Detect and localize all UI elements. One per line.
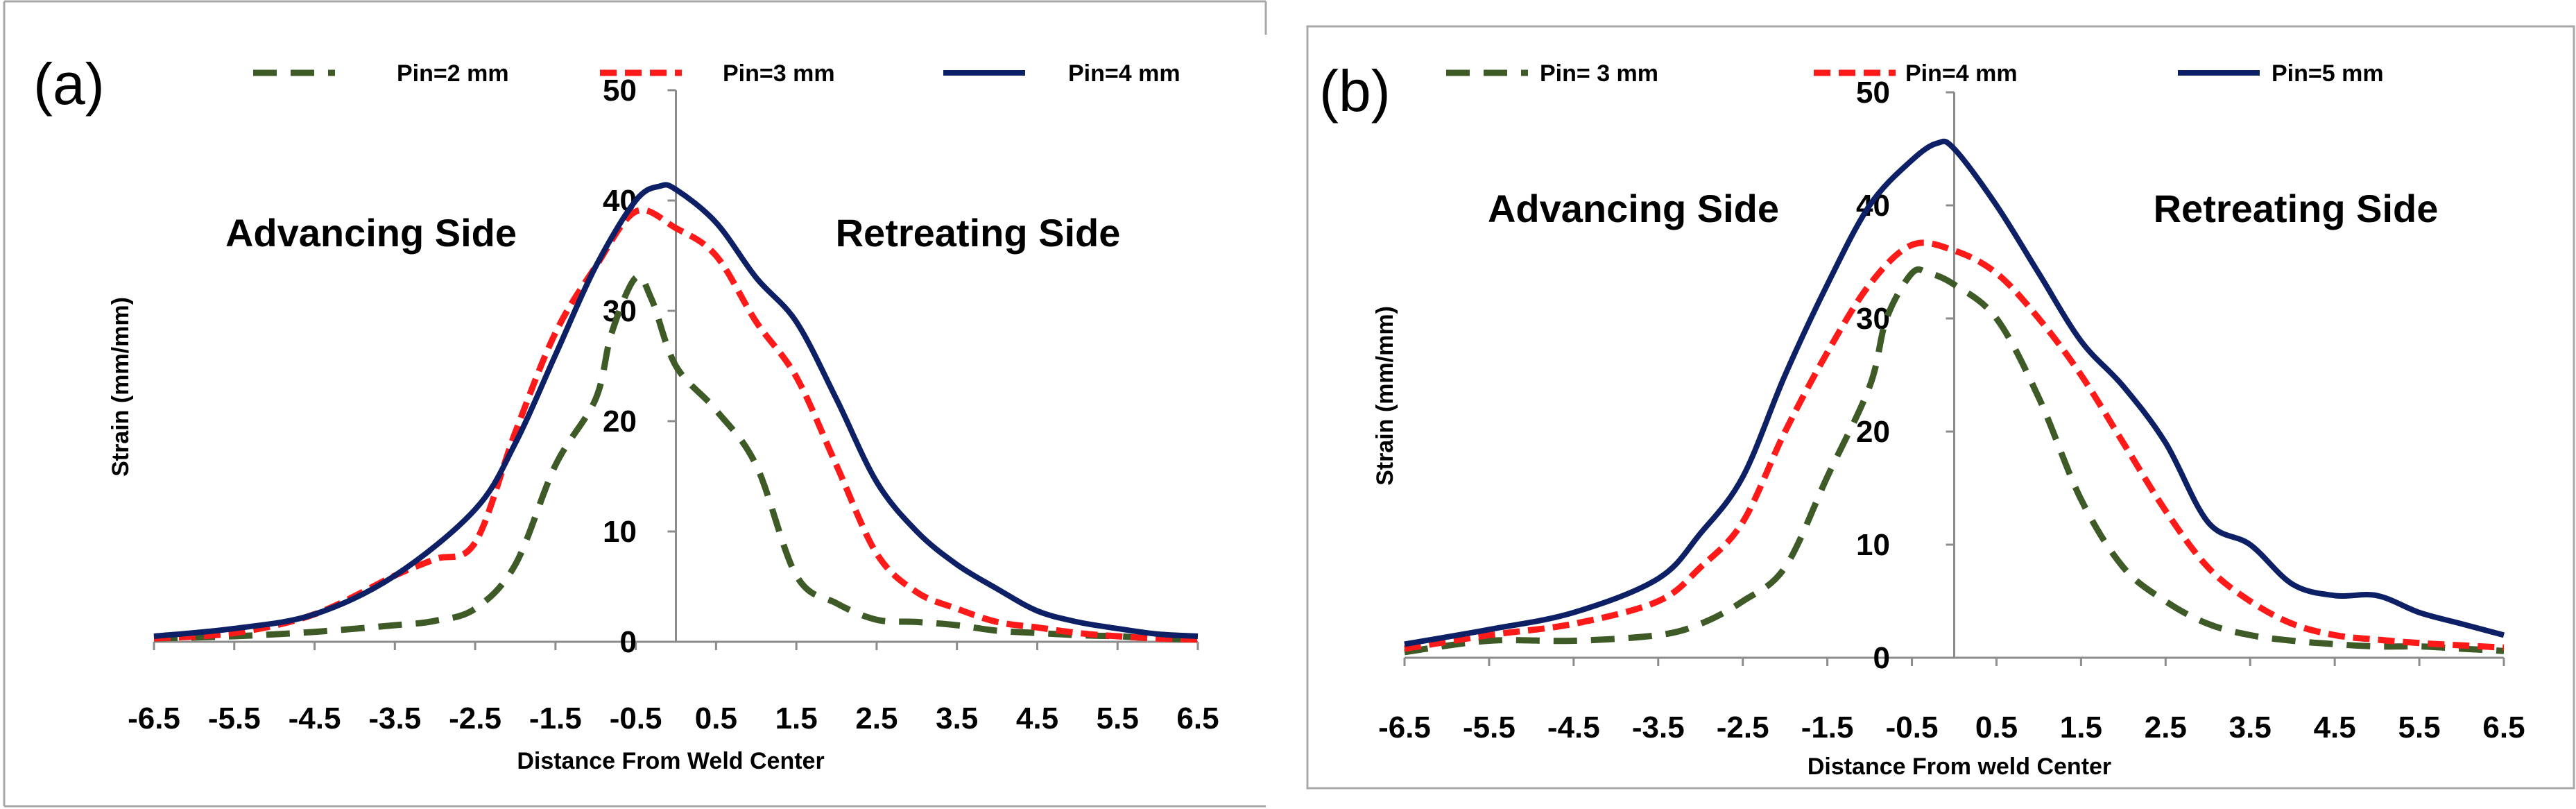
panel-label-a: (a) xyxy=(33,51,105,117)
x-tick-label: -0.5 xyxy=(1886,710,1939,744)
x-tick-label: 5.5 xyxy=(2398,710,2440,744)
advancing-side-label-a: Advancing Side xyxy=(225,211,517,255)
x-tick-label: 2.5 xyxy=(855,701,898,735)
x-tick-label: 4.5 xyxy=(2314,710,2356,744)
retreating-side-label-a: Retreating Side xyxy=(836,211,1121,255)
series-line-a-2 xyxy=(153,207,1199,643)
x-tick-label: 0.5 xyxy=(695,701,737,735)
x-tick-label: -1.5 xyxy=(1801,710,1854,744)
y-tick-label: 50 xyxy=(1856,76,1890,110)
series-line-a-3 xyxy=(153,182,1199,639)
x-tick-label: -6.5 xyxy=(1378,710,1431,744)
y-axis-title-b: Strain (mm/mm) xyxy=(1372,306,1398,486)
legend-label-b-1: Pin= 3 mm xyxy=(1540,60,1658,87)
panel-a-frame xyxy=(3,0,1267,808)
y-tick-label: 10 xyxy=(1856,528,1890,562)
legend-label-a-3: Pin=4 mm xyxy=(1068,60,1180,87)
legend-label-a-1: Pin=2 mm xyxy=(397,60,509,87)
x-tick-label: -3.5 xyxy=(1632,710,1685,744)
x-tick-label: -4.5 xyxy=(289,701,341,735)
y-axis-title-a: Strain (mm/mm) xyxy=(108,297,134,477)
x-tick-label: -2.5 xyxy=(449,701,501,735)
x-tick-label: 2.5 xyxy=(2145,710,2187,744)
y-tick-label: 0 xyxy=(1873,641,1890,675)
legend-label-a-2: Pin=3 mm xyxy=(723,60,835,87)
x-axis-title-b: Distance From weld Center xyxy=(1808,753,2111,780)
x-tick-label: 1.5 xyxy=(2060,710,2102,744)
legend-label-b-2: Pin=4 mm xyxy=(1905,60,2018,87)
x-tick-label: -0.5 xyxy=(610,701,662,735)
x-tick-label: -3.5 xyxy=(368,701,421,735)
retreating-side-label-b: Retreating Side xyxy=(2154,187,2439,230)
x-tick-label: 3.5 xyxy=(2229,710,2272,744)
x-tick-label: -5.5 xyxy=(1463,710,1515,744)
x-tick-label: 3.5 xyxy=(936,701,978,735)
legend-label-b-3: Pin=5 mm xyxy=(2272,60,2384,87)
y-tick-label: 0 xyxy=(620,625,637,659)
y-tick-label: 10 xyxy=(603,515,637,549)
panel-label-b: (b) xyxy=(1319,58,1391,124)
x-tick-label: 6.5 xyxy=(2482,710,2525,744)
series-line-b-3 xyxy=(1404,138,2505,647)
x-tick-label: -2.5 xyxy=(1717,710,1769,744)
x-axis-title-a: Distance From Weld Center xyxy=(517,748,824,774)
series-line-b-2 xyxy=(1404,239,2505,652)
x-tick-label: -4.5 xyxy=(1547,710,1600,744)
x-tick-label: 0.5 xyxy=(1975,710,2018,744)
x-tick-label: 5.5 xyxy=(1097,701,1139,735)
chart-panel-b: -6.5 -5.5 -4.5 -3.5 -2.5 -1.5 -0.5 0.5 1.5 2.5 3.5… xyxy=(1319,58,2525,780)
x-tick-label: 4.5 xyxy=(1016,701,1058,735)
x-tick-label: -5.5 xyxy=(208,701,261,735)
chart-panel-a: -6.5 -5.5 -4.5 -3.5 -2.5 -1.5 -0.5 0.5 1.5 2.5 3.5… xyxy=(33,51,1219,774)
x-tick-label: -1.5 xyxy=(529,701,582,735)
y-tick-label: 20 xyxy=(1856,415,1890,449)
panel-b-frame xyxy=(1306,25,2575,790)
y-tick-label: 20 xyxy=(603,404,637,438)
series-line-a-1 xyxy=(153,273,1199,643)
x-tick-label: -6.5 xyxy=(128,701,180,735)
advancing-side-label-b: Advancing Side xyxy=(1488,187,1779,230)
x-tick-label: 6.5 xyxy=(1176,701,1219,735)
series-line-b-1 xyxy=(1404,266,2505,656)
x-tick-label: 1.5 xyxy=(775,701,818,735)
y-tick-label: 50 xyxy=(603,74,637,108)
